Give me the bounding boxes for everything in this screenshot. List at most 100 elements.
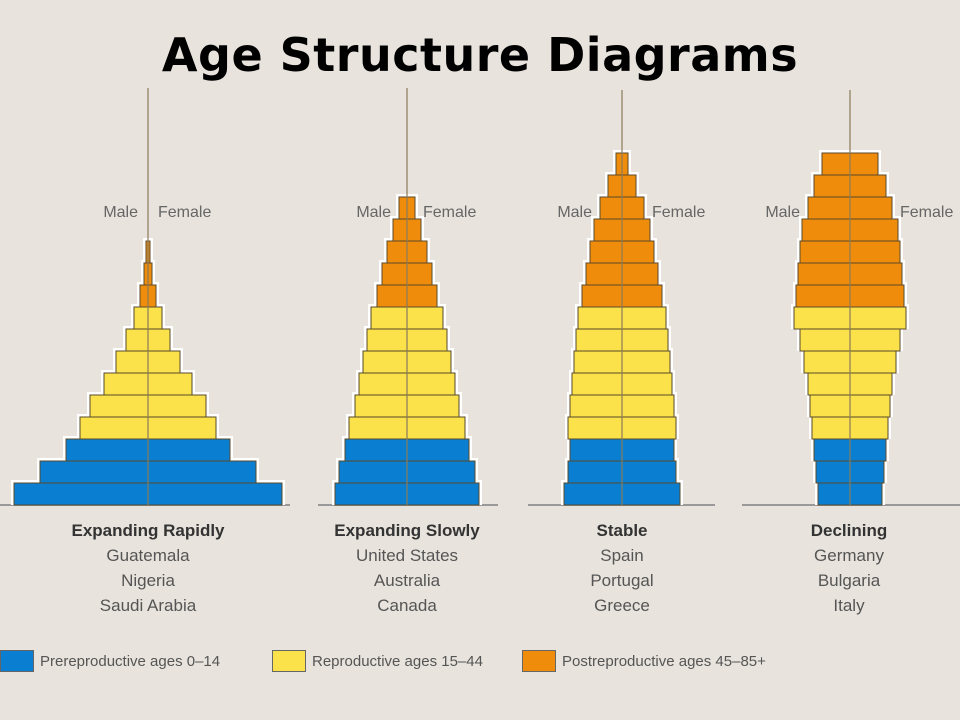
legend-swatch	[0, 650, 34, 672]
caption-heading: Expanding Slowly	[334, 521, 480, 540]
male-age-bar	[103, 372, 149, 396]
female-age-bar	[849, 438, 887, 462]
male-age-bar	[39, 460, 149, 484]
country-name: United States	[355, 546, 459, 565]
male-age-bar	[362, 350, 408, 374]
male-age-bar	[13, 482, 149, 506]
female-age-bar	[621, 284, 663, 308]
male-age-bar	[370, 306, 408, 330]
male-age-bar	[569, 438, 623, 462]
female-age-bar	[147, 482, 283, 506]
female-age-bar	[849, 284, 905, 308]
female-age-bar	[621, 482, 681, 506]
male-age-bar	[615, 152, 623, 176]
female-age-bar	[621, 394, 675, 418]
caption-heading: Expanding Rapidly	[71, 521, 225, 540]
female-age-bar	[621, 416, 677, 440]
country-name: Canada	[377, 596, 437, 615]
pyramid-stable: Male Female	[528, 90, 715, 506]
male-age-bar	[813, 174, 851, 198]
female-label: Female	[652, 204, 705, 221]
male-age-bar	[807, 196, 851, 220]
female-label: Female	[158, 204, 211, 221]
female-age-bar	[849, 174, 887, 198]
male-age-bar	[799, 240, 851, 264]
country-name: Italy	[833, 596, 865, 615]
female-age-bar	[849, 372, 893, 396]
male-age-bar	[811, 416, 851, 440]
female-age-bar	[621, 306, 667, 330]
female-age-bar	[406, 240, 428, 264]
male-age-bar	[801, 218, 851, 242]
legend-label: Postreproductive ages 45–85+	[562, 652, 766, 670]
female-age-bar	[406, 482, 480, 506]
female-age-bar	[147, 284, 157, 308]
male-age-bar	[65, 438, 149, 462]
female-age-bar	[406, 262, 433, 286]
female-age-bar	[849, 196, 893, 220]
male-age-bar	[589, 240, 623, 264]
female-age-bar	[621, 218, 651, 242]
caption-expanding-slowly: Expanding Slowly United States Australia…	[287, 518, 527, 618]
female-age-bar	[406, 196, 416, 220]
male-age-bar	[795, 284, 851, 308]
male-age-bar	[569, 394, 623, 418]
female-age-bar	[849, 460, 885, 484]
female-age-bar	[621, 372, 673, 396]
male-age-bar	[133, 306, 149, 330]
female-label: Female	[900, 204, 953, 221]
female-age-bar	[621, 174, 637, 198]
female-age-bar	[406, 306, 444, 330]
page-title: Age Structure Diagrams	[161, 28, 799, 82]
male-age-bar	[581, 284, 623, 308]
female-age-bar	[147, 438, 231, 462]
male-age-bar	[386, 240, 408, 264]
male-age-bar	[813, 438, 851, 462]
female-age-bar	[406, 372, 456, 396]
female-age-bar	[849, 218, 899, 242]
country-name: Australia	[373, 571, 441, 590]
male-age-bar	[809, 394, 851, 418]
legend-label: Prereproductive ages 0–14	[40, 652, 221, 670]
female-age-bar	[849, 262, 903, 286]
male-label: Male	[765, 204, 800, 221]
caption-heading: Stable	[596, 521, 648, 540]
pyramid-expanding-slowly: Male Female	[318, 88, 498, 506]
female-age-bar	[147, 372, 193, 396]
caption-expanding-rapidly: Expanding Rapidly Guatemala Nigeria Saud…	[28, 518, 268, 618]
female-age-bar	[621, 262, 659, 286]
legend-swatch	[272, 650, 306, 672]
male-age-bar	[807, 372, 851, 396]
legend-swatch	[522, 650, 556, 672]
female-age-bar	[621, 460, 677, 484]
caption-declining: Declining Germany Bulgaria Italy	[729, 518, 960, 618]
male-age-bar	[392, 218, 408, 242]
country-name: Saudi Arabia	[99, 596, 197, 615]
legend-label: Reproductive ages 15–44	[312, 652, 483, 670]
male-label: Male	[557, 204, 592, 221]
female-age-bar	[406, 284, 438, 308]
male-age-bar	[79, 416, 149, 440]
male-age-bar	[599, 196, 623, 220]
female-age-bar	[406, 328, 448, 352]
male-age-bar	[348, 416, 408, 440]
female-age-bar	[406, 438, 470, 462]
female-age-bar	[406, 350, 452, 374]
female-age-bar	[406, 394, 460, 418]
female-age-bar	[621, 328, 669, 352]
male-age-bar	[571, 372, 623, 396]
legend-item-postreproductive: Postreproductive ages 45–85+	[522, 646, 766, 676]
country-name: Guatemala	[106, 546, 190, 565]
country-name: Greece	[594, 596, 650, 615]
male-age-bar	[563, 482, 623, 506]
male-age-bar	[344, 438, 408, 462]
female-age-bar	[621, 350, 671, 374]
country-name: Nigeria	[121, 571, 175, 590]
female-age-bar	[147, 306, 163, 330]
male-age-bar	[338, 460, 408, 484]
male-age-bar	[567, 460, 623, 484]
male-age-bar	[821, 152, 851, 176]
legend-item-reproductive: Reproductive ages 15–44	[272, 646, 483, 676]
male-age-bar	[817, 482, 851, 506]
